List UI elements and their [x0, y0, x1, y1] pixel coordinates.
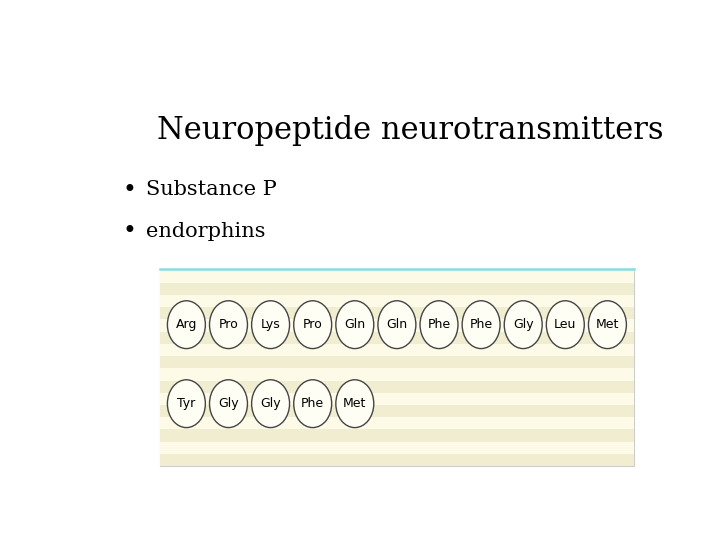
Ellipse shape [251, 301, 289, 349]
Text: Gly: Gly [513, 318, 534, 331]
Ellipse shape [210, 380, 248, 428]
Text: Substance P: Substance P [145, 180, 276, 199]
Ellipse shape [294, 301, 332, 349]
Text: Phe: Phe [469, 318, 492, 331]
Bar [160, 283, 634, 295]
Ellipse shape [336, 380, 374, 428]
Text: endorphins: endorphins [145, 221, 265, 241]
Text: Gly: Gly [260, 397, 281, 410]
Ellipse shape [546, 301, 585, 349]
Ellipse shape [420, 301, 458, 349]
Text: Phe: Phe [428, 318, 451, 331]
Ellipse shape [336, 301, 374, 349]
Bar [160, 271, 634, 466]
Text: Met: Met [343, 397, 366, 410]
Bar [160, 307, 634, 320]
Bar [160, 320, 634, 332]
Text: Lys: Lys [261, 318, 281, 331]
Bar [160, 454, 634, 466]
Text: Gln: Gln [344, 318, 365, 331]
Ellipse shape [462, 301, 500, 349]
Bar [160, 295, 634, 307]
Bar [160, 381, 634, 393]
Bar [160, 344, 634, 356]
Text: Phe: Phe [301, 397, 324, 410]
Bar [160, 417, 634, 429]
Text: Gln: Gln [387, 318, 408, 331]
Text: •: • [122, 219, 136, 243]
Ellipse shape [378, 301, 416, 349]
Text: Gly: Gly [218, 397, 239, 410]
Ellipse shape [294, 380, 332, 428]
Bar [160, 442, 634, 454]
Bar [160, 429, 634, 442]
Bar [160, 393, 634, 405]
Bar [160, 368, 634, 381]
Ellipse shape [588, 301, 626, 349]
Text: Tyr: Tyr [177, 397, 196, 410]
Ellipse shape [210, 301, 248, 349]
Text: Neuropeptide neurotransmitters: Neuropeptide neurotransmitters [157, 114, 664, 146]
Text: Pro: Pro [303, 318, 323, 331]
Text: Pro: Pro [219, 318, 238, 331]
Bar [160, 271, 634, 283]
Ellipse shape [168, 301, 205, 349]
Bar [160, 332, 634, 344]
Text: Arg: Arg [176, 318, 197, 331]
Ellipse shape [251, 380, 289, 428]
Bar [160, 405, 634, 417]
Text: •: • [122, 178, 136, 201]
Text: Leu: Leu [554, 318, 577, 331]
Ellipse shape [504, 301, 542, 349]
Bar [160, 356, 634, 368]
Text: Met: Met [595, 318, 619, 331]
Ellipse shape [168, 380, 205, 428]
